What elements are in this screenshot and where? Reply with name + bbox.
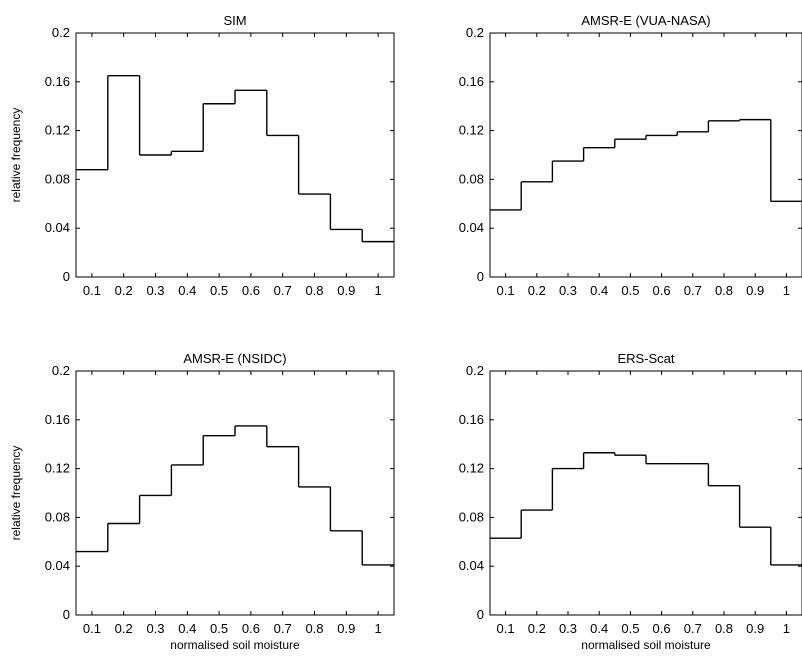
y-tick-label: 0.12 xyxy=(459,123,484,138)
x-tick-label: 0.9 xyxy=(746,621,764,636)
x-tick-label: 0.4 xyxy=(178,621,196,636)
x-tick-label: 0.8 xyxy=(715,621,733,636)
chart-title: SIM xyxy=(223,13,246,28)
x-tick-label: 0.5 xyxy=(621,621,639,636)
x-tick-label: 0.9 xyxy=(746,283,764,298)
y-axis-label: relative frequency xyxy=(9,446,23,541)
chart-panel-3: 0 0.04 0.08 0.12 0.16 0.2 0.1 0.2 0.3 0.4 0.5 0.6 0.… xyxy=(9,351,395,652)
x-tick-label: 0.2 xyxy=(528,283,546,298)
chart-title: ERS-Scat xyxy=(617,351,674,366)
plot-frame xyxy=(489,32,802,278)
plot-frame xyxy=(75,370,395,616)
x-tick-label: 0.2 xyxy=(115,621,133,636)
x-tick-label: 0.1 xyxy=(83,283,101,298)
y-tick-label: 0.08 xyxy=(459,509,484,524)
x-tick-label: 1 xyxy=(374,283,381,298)
x-tick-label: 0.7 xyxy=(274,621,292,636)
x-tick-label: 0.3 xyxy=(559,283,577,298)
x-tick-label: 0.8 xyxy=(305,283,323,298)
x-tick-label: 0.6 xyxy=(242,621,260,636)
x-tick-label: 0.5 xyxy=(621,283,639,298)
x-tick-label: 0.5 xyxy=(210,621,228,636)
chart-title: AMSR-E (NSIDC) xyxy=(183,351,286,366)
y-tick-label: 0.16 xyxy=(45,412,70,427)
x-tick-label: 0.2 xyxy=(115,283,133,298)
x-tick-label: 0.7 xyxy=(684,283,702,298)
x-tick-label: 0.9 xyxy=(337,283,355,298)
x-tick-label: 0.6 xyxy=(653,621,671,636)
chart-panel-1: 0 0.04 0.08 0.12 0.16 0.2 0.1 0.2 0.3 0.4 0.5 0.6 0.… xyxy=(9,13,395,298)
x-tick-label: 0.7 xyxy=(274,283,292,298)
y-tick-label: 0.16 xyxy=(45,74,70,89)
x-tick-label: 0.1 xyxy=(497,283,515,298)
y-tick-label: 0 xyxy=(63,269,70,284)
x-tick-label: 0.1 xyxy=(83,621,101,636)
x-tick-label: 0.3 xyxy=(146,283,164,298)
plot-frame xyxy=(75,32,395,278)
y-tick-label: 0.08 xyxy=(459,171,484,186)
chart-panel-4: 0 0.04 0.08 0.12 0.16 0.2 0.1 0.2 0.3 0.4 0.5 0.6 0.… xyxy=(459,351,802,652)
y-tick-label: 0.12 xyxy=(459,461,484,476)
x-axis-label: normalised soil moisture xyxy=(170,638,300,652)
x-tick-label: 0.5 xyxy=(210,283,228,298)
y-tick-label: 0.12 xyxy=(45,461,70,476)
x-tick-label: 0.3 xyxy=(559,621,577,636)
y-tick-label: 0.04 xyxy=(459,558,484,573)
plot-frame xyxy=(489,370,802,616)
x-tick-label: 1 xyxy=(374,621,381,636)
y-tick-label: 0 xyxy=(63,607,70,622)
y-tick-label: 0.2 xyxy=(466,363,484,378)
x-tick-label: 0.4 xyxy=(590,283,608,298)
y-tick-label: 0.04 xyxy=(45,220,70,235)
y-tick-label: 0 xyxy=(477,269,484,284)
chart-panel-2: 0 0.04 0.08 0.12 0.16 0.2 0.1 0.2 0.3 0.4 0.5 0.6 0.… xyxy=(459,13,802,298)
x-tick-label: 0.3 xyxy=(146,621,164,636)
x-tick-label: 0.6 xyxy=(653,283,671,298)
y-tick-label: 0.08 xyxy=(45,509,70,524)
x-tick-label: 0.8 xyxy=(715,283,733,298)
y-tick-label: 0.08 xyxy=(45,171,70,186)
y-tick-label: 0 xyxy=(477,607,484,622)
y-axis-label: relative frequency xyxy=(9,108,23,203)
x-tick-label: 0.9 xyxy=(337,621,355,636)
x-tick-label: 1 xyxy=(783,621,790,636)
y-tick-label: 0.04 xyxy=(45,558,70,573)
x-tick-label: 0.8 xyxy=(305,621,323,636)
y-tick-label: 0.2 xyxy=(52,25,70,40)
y-tick-label: 0.2 xyxy=(52,363,70,378)
y-tick-label: 0.12 xyxy=(45,123,70,138)
x-tick-label: 0.4 xyxy=(178,283,196,298)
x-tick-label: 0.4 xyxy=(590,621,608,636)
y-tick-label: 0.16 xyxy=(459,74,484,89)
x-tick-label: 0.7 xyxy=(684,621,702,636)
x-tick-label: 0.2 xyxy=(528,621,546,636)
y-tick-label: 0.04 xyxy=(459,220,484,235)
x-axis-label: normalised soil moisture xyxy=(581,638,711,652)
y-tick-label: 0.16 xyxy=(459,412,484,427)
chart-title: AMSR-E (VUA-NASA) xyxy=(581,13,710,28)
x-tick-label: 1 xyxy=(783,283,790,298)
y-tick-label: 0.2 xyxy=(466,25,484,40)
x-tick-label: 0.6 xyxy=(242,283,260,298)
x-tick-label: 0.1 xyxy=(497,621,515,636)
